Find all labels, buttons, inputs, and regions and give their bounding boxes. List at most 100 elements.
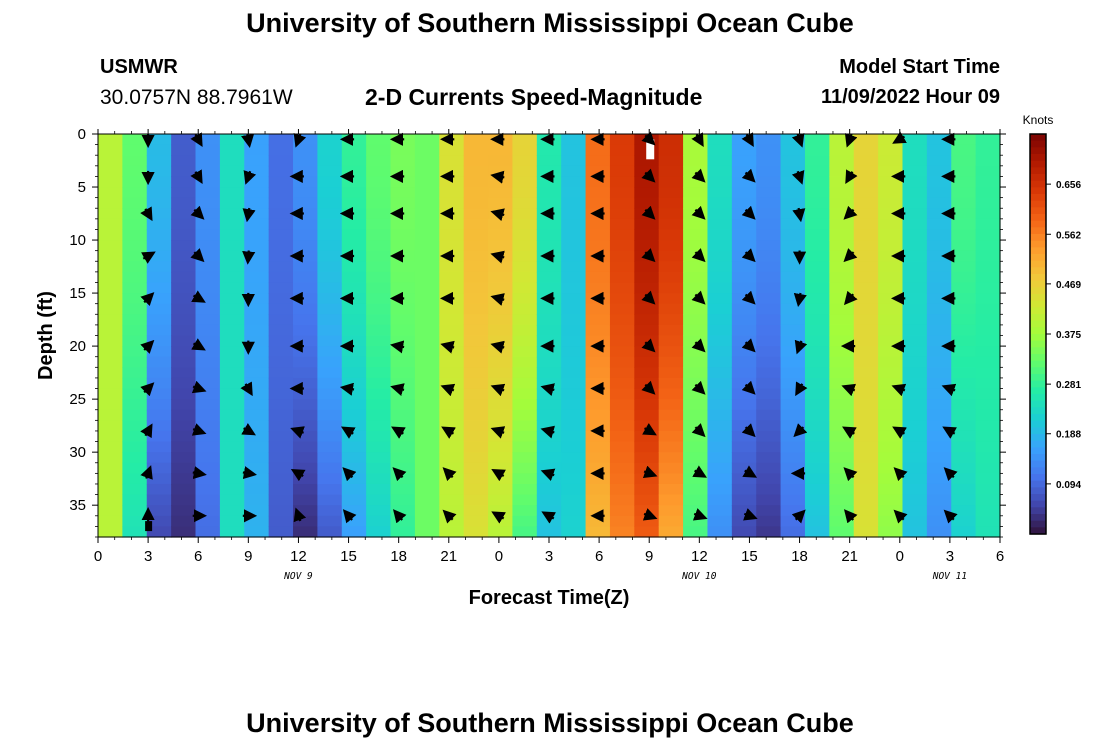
current-arrow (293, 507, 307, 523)
heatmap-cell (902, 399, 928, 411)
heatmap-cell (98, 165, 123, 178)
heatmap-cell (512, 155, 538, 167)
heatmap-cell (512, 187, 538, 199)
current-arrow (892, 131, 907, 144)
heatmap-cell (98, 155, 123, 167)
heatmap-cell (439, 240, 465, 252)
heatmap-cell (390, 282, 416, 294)
heatmap-cell (731, 229, 757, 241)
heatmap-cell (414, 515, 440, 527)
heatmap-cell (122, 462, 148, 474)
heatmap-cell (414, 218, 440, 231)
heatmap-cell (122, 346, 148, 358)
heatmap-cell (171, 462, 197, 474)
heatmap-cell (171, 399, 197, 411)
heatmap-cell (756, 356, 782, 368)
heatmap-cell (756, 208, 782, 220)
heatmap-cell (98, 324, 123, 337)
heatmap-cell (366, 229, 392, 241)
heatmap-cell (926, 420, 952, 432)
heatmap-cell (853, 324, 879, 337)
heatmap-cell (902, 377, 928, 390)
heatmap-cell (439, 409, 465, 421)
heatmap-cell (951, 155, 977, 167)
colorbar-cell (1030, 360, 1046, 368)
heatmap-cell (463, 293, 489, 305)
x-tick-label: 3 (946, 548, 954, 565)
heatmap-cell (98, 494, 123, 506)
heatmap-cell (829, 515, 855, 527)
heatmap-cell (829, 483, 855, 496)
current-arrow (540, 468, 556, 482)
heatmap-cell (853, 261, 879, 273)
heatmap-cell (804, 271, 830, 284)
heatmap-cell (951, 505, 977, 517)
heatmap-cell (463, 303, 489, 315)
heatmap-cell (268, 218, 294, 231)
heatmap-cell (926, 250, 952, 262)
heatmap-cell (683, 430, 709, 443)
heatmap-cell (439, 505, 465, 517)
current-arrow (442, 467, 457, 482)
heatmap-cell (414, 144, 440, 156)
heatmap-cell (634, 441, 660, 453)
heatmap-cell (902, 240, 928, 252)
heatmap-cell (512, 282, 538, 294)
heatmap-cell (804, 165, 830, 178)
heatmap-cell (244, 155, 270, 167)
heatmap-cell (609, 356, 635, 368)
heatmap-cell (390, 494, 416, 506)
heatmap-cell (951, 462, 977, 474)
heatmap-cell (317, 282, 343, 294)
heatmap-cell (731, 483, 757, 496)
heatmap-cell (853, 176, 879, 188)
heatmap-cell (853, 505, 879, 517)
heatmap-cell (219, 473, 245, 485)
heatmap-cell (975, 483, 1001, 496)
heatmap-cell (536, 473, 562, 485)
heatmap-cell (731, 303, 757, 315)
heatmap-cell (536, 483, 562, 496)
heatmap-cell (975, 388, 1001, 400)
heatmap-cell (390, 144, 416, 156)
heatmap-cell (829, 346, 855, 358)
heatmap-cell (488, 144, 514, 156)
heatmap-cell (512, 388, 538, 400)
heatmap-cell (780, 197, 806, 209)
current-arrow (845, 169, 858, 185)
heatmap-cell (219, 346, 245, 358)
heatmap-cell (512, 240, 538, 252)
heatmap-cell (829, 282, 855, 294)
heatmap-cell (488, 324, 514, 337)
heatmap-cell (561, 441, 587, 453)
heatmap-cell (512, 526, 538, 538)
current-arrow (642, 508, 658, 521)
heatmap-cell (341, 430, 367, 443)
heatmap-cell (98, 144, 123, 156)
heatmap-cell (293, 377, 319, 390)
heatmap-cell (195, 377, 221, 390)
colorbar-cell (1030, 487, 1046, 495)
heatmap-cell (390, 155, 416, 167)
heatmap-cell (122, 303, 148, 315)
heatmap-cell (951, 229, 977, 241)
heatmap-cell (707, 303, 733, 315)
heatmap-cell (951, 271, 977, 284)
heatmap-cell (488, 420, 514, 432)
current-arrow (140, 382, 155, 397)
heatmap-cell (878, 473, 904, 485)
heatmap-cell (853, 303, 879, 315)
heatmap-cell (98, 399, 123, 411)
heatmap-cell (926, 218, 952, 231)
heatmap-cell (488, 229, 514, 241)
heatmap-cell (512, 197, 538, 209)
heatmap-cell (122, 367, 148, 379)
surface-marker (646, 139, 655, 160)
heatmap-cell (244, 303, 270, 315)
heatmap-cell (390, 197, 416, 209)
heatmap-cell (926, 483, 952, 496)
heatmap-cell (268, 314, 294, 326)
current-arrow (641, 131, 656, 146)
heatmap-cell (926, 356, 952, 368)
